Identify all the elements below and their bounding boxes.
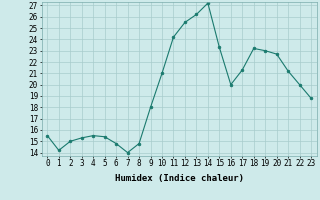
X-axis label: Humidex (Indice chaleur): Humidex (Indice chaleur) — [115, 174, 244, 183]
